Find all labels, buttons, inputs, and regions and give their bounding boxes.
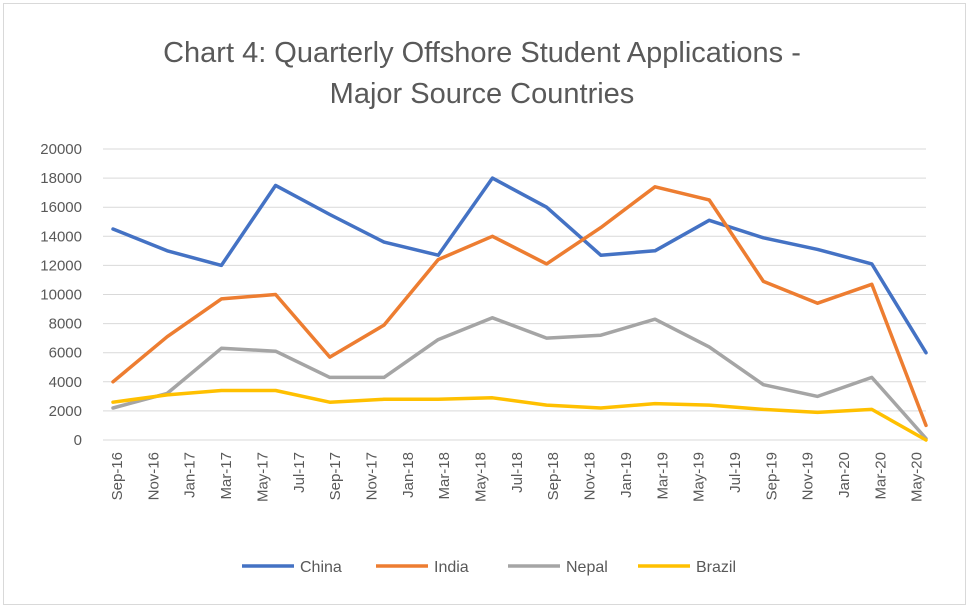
- y-axis: 0 2000 4000 6000 8000 10000 12000 14000 16000 180…: [40, 141, 82, 449]
- series-line-brazil: [111, 388, 928, 442]
- y-tick-label: 10000: [40, 287, 82, 304]
- y-tick-label: 8000: [49, 316, 82, 333]
- x-tick-label: Sep-17: [327, 452, 344, 500]
- series-line-india: [111, 185, 928, 428]
- y-tick-label: 18000: [40, 170, 82, 187]
- x-tick-label: Sep-18: [545, 452, 562, 500]
- x-tick-label: Jul-17: [291, 452, 308, 493]
- y-tick-label: 2000: [49, 403, 82, 420]
- x-tick-label: Mar-17: [218, 452, 235, 500]
- x-tick-label: Sep-16: [109, 452, 126, 500]
- x-tick-label: Mar-20: [872, 452, 889, 500]
- y-tick-label: 6000: [49, 345, 82, 362]
- x-tick-label: May-19: [691, 452, 708, 502]
- x-tick-label: Mar-18: [436, 452, 453, 500]
- x-tick-label: Jul-19: [727, 452, 744, 493]
- line-chart: Chart 4: Quarterly Offshore Student Appl…: [40, 37, 928, 576]
- y-tick-label: 4000: [49, 374, 82, 391]
- chart-title-line-1: Chart 4: Quarterly Offshore Student Appl…: [163, 37, 801, 69]
- x-tick-label: May-20: [909, 452, 926, 502]
- x-tick-label: May-17: [254, 452, 271, 502]
- chart-title-line-2: Major Source Countries: [330, 78, 635, 110]
- x-tick-label: Jul-18: [509, 452, 526, 493]
- x-tick-label: Jan-18: [400, 452, 417, 498]
- legend: China India Nepal Brazil: [242, 559, 736, 576]
- x-tick-label: Nov-18: [582, 452, 599, 500]
- x-tick-label: Mar-19: [654, 452, 671, 500]
- x-tick-label: Sep-19: [763, 452, 780, 500]
- x-tick-label: May-18: [473, 452, 490, 502]
- legend-label-brazil: Brazil: [696, 559, 736, 576]
- y-tick-label: 14000: [40, 228, 82, 245]
- x-tick-label: Nov-19: [800, 452, 817, 500]
- chart-frame: Chart 4: Quarterly Offshore Student Appl…: [3, 3, 966, 605]
- legend-label-nepal: Nepal: [566, 559, 608, 576]
- x-tick-label: Nov-17: [363, 452, 380, 500]
- x-tick-label: Jan-17: [182, 452, 199, 498]
- series-line-china: [111, 176, 928, 355]
- x-tick-label: Jan-20: [836, 452, 853, 498]
- series-lines: [111, 176, 928, 442]
- series-line-nepal: [111, 316, 928, 441]
- chart-title: Chart 4: Quarterly Offshore Student Appl…: [163, 37, 801, 110]
- x-tick-label: Jan-19: [618, 452, 635, 498]
- y-tick-label: 12000: [40, 257, 82, 274]
- x-tick-label: Nov-16: [145, 452, 162, 500]
- gridlines: [103, 148, 926, 441]
- y-tick-label: 20000: [40, 141, 82, 158]
- x-axis: Sep-16 Nov-16 Jan-17 Mar-17 May-17 Jul-17 Sep-…: [109, 452, 926, 502]
- legend-label-india: India: [434, 559, 469, 576]
- legend-label-china: China: [300, 559, 342, 576]
- y-tick-label: 16000: [40, 199, 82, 216]
- y-tick-label: 0: [74, 432, 82, 449]
